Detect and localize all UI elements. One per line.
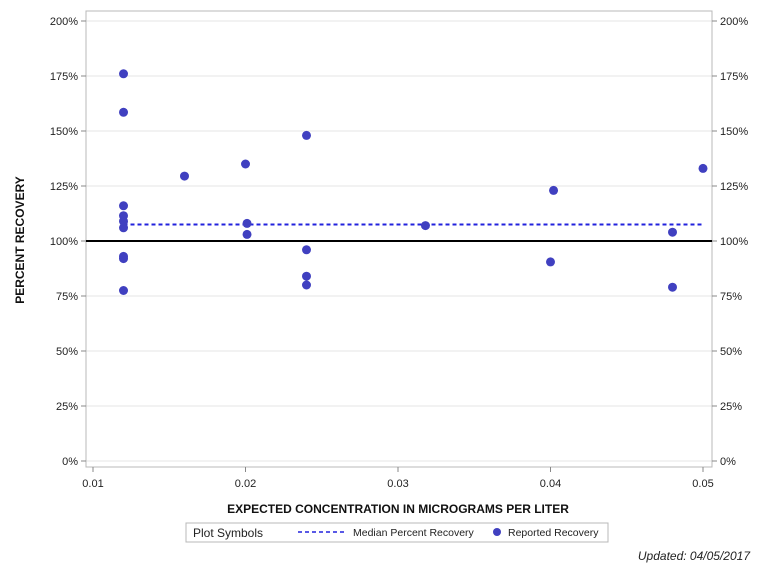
y-tick-label: 100% bbox=[50, 236, 78, 248]
y-tick-label-right: 75% bbox=[720, 291, 742, 303]
data-point bbox=[119, 254, 128, 264]
updated-footnote: Updated: 04/05/2017 bbox=[638, 549, 751, 563]
x-tick-label: 0.01 bbox=[82, 478, 103, 490]
y-tick-label-right: 200% bbox=[720, 16, 748, 28]
x-tick-label: 0.03 bbox=[387, 478, 408, 490]
y-tick-label-right: 175% bbox=[720, 71, 748, 83]
y-tick-label-right: 100% bbox=[720, 236, 748, 248]
data-point bbox=[242, 218, 252, 228]
y-tick-label: 75% bbox=[56, 291, 78, 303]
x-axis-title: EXPECTED CONCENTRATION IN MICROGRAMS PER… bbox=[227, 502, 569, 516]
legend-box bbox=[185, 522, 609, 543]
data-point bbox=[119, 107, 128, 117]
data-point bbox=[119, 69, 128, 79]
y-tick-label-right: 150% bbox=[720, 126, 748, 138]
plot-area bbox=[85, 10, 713, 468]
y-tick-label-right: 0% bbox=[720, 456, 736, 468]
reported-recovery-points bbox=[119, 69, 708, 295]
x-tick-label: 0.05 bbox=[692, 478, 713, 490]
y-axis-right: 0% 25% 50% 75% 100% 125% 150% 175% 200% bbox=[712, 16, 748, 468]
y-tick-label-right: 50% bbox=[720, 346, 742, 358]
legend-item-median: Median Percent Recovery bbox=[353, 527, 475, 539]
data-point bbox=[420, 221, 430, 231]
data-point bbox=[302, 280, 311, 290]
data-point bbox=[668, 227, 677, 237]
legend-item-reported: Reported Recovery bbox=[508, 527, 599, 539]
y-axis-left: 0% 25% 50% 75% 100% 125% 150% 175% 200% bbox=[50, 16, 86, 468]
data-point bbox=[119, 201, 128, 211]
y-tick-label: 25% bbox=[56, 401, 78, 413]
x-tick-label: 0.04 bbox=[540, 478, 561, 490]
data-point bbox=[302, 245, 311, 255]
y-tick-label-right: 125% bbox=[720, 181, 748, 193]
data-point bbox=[668, 282, 677, 292]
y-axis-title: PERCENT RECOVERY bbox=[13, 176, 27, 304]
data-point bbox=[241, 159, 250, 169]
data-point bbox=[549, 185, 559, 195]
data-point bbox=[302, 271, 311, 281]
data-point bbox=[546, 257, 555, 267]
y-tick-label: 150% bbox=[50, 126, 78, 138]
data-point bbox=[119, 223, 128, 233]
data-point bbox=[180, 171, 189, 181]
y-tick-label: 50% bbox=[56, 346, 78, 358]
legend-title: Plot Symbols bbox=[193, 526, 263, 540]
y-tick-label: 200% bbox=[50, 16, 78, 28]
data-point bbox=[119, 216, 128, 226]
legend: Plot Symbols Median Percent Recovery Rep… bbox=[185, 522, 609, 543]
x-axis: 0.01 0.02 0.03 0.04 0.05 bbox=[82, 467, 714, 490]
data-point bbox=[119, 286, 128, 295]
data-point bbox=[698, 163, 708, 173]
y-tick-label-right: 25% bbox=[720, 401, 742, 413]
data-point bbox=[302, 130, 311, 140]
y-tick-label: 175% bbox=[50, 71, 78, 83]
legend-point-swatch bbox=[493, 528, 501, 536]
y-tick-label: 0% bbox=[62, 456, 78, 468]
x-tick-label: 0.02 bbox=[235, 478, 256, 490]
data-point bbox=[242, 229, 252, 239]
y-tick-label: 125% bbox=[50, 181, 78, 193]
